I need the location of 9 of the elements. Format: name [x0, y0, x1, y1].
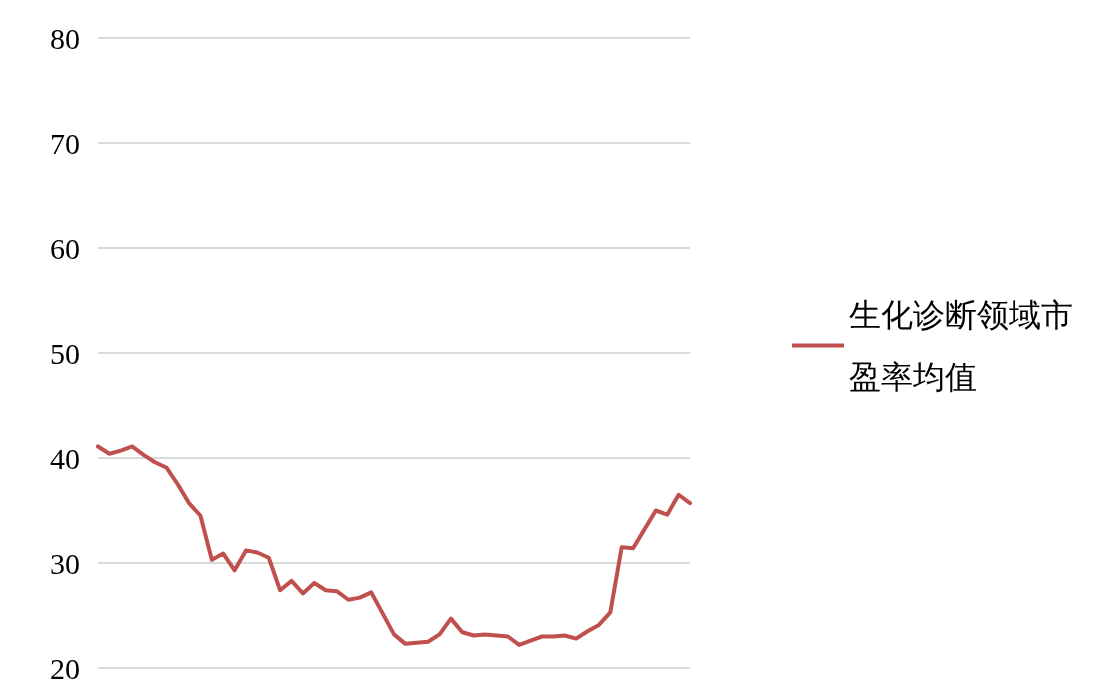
y-tick-label: 70: [50, 126, 80, 160]
y-tick-label: 60: [50, 231, 80, 265]
legend-label: 生化诊断领域市盈率均值: [849, 296, 1073, 395]
y-tick-label: 30: [50, 546, 80, 580]
y-tick-label: 80: [50, 21, 80, 55]
line-series: [96, 444, 692, 647]
y-tick-label: 40: [50, 441, 80, 475]
y-tick-label: 20: [50, 651, 80, 685]
y-tick-label: 50: [50, 336, 80, 370]
